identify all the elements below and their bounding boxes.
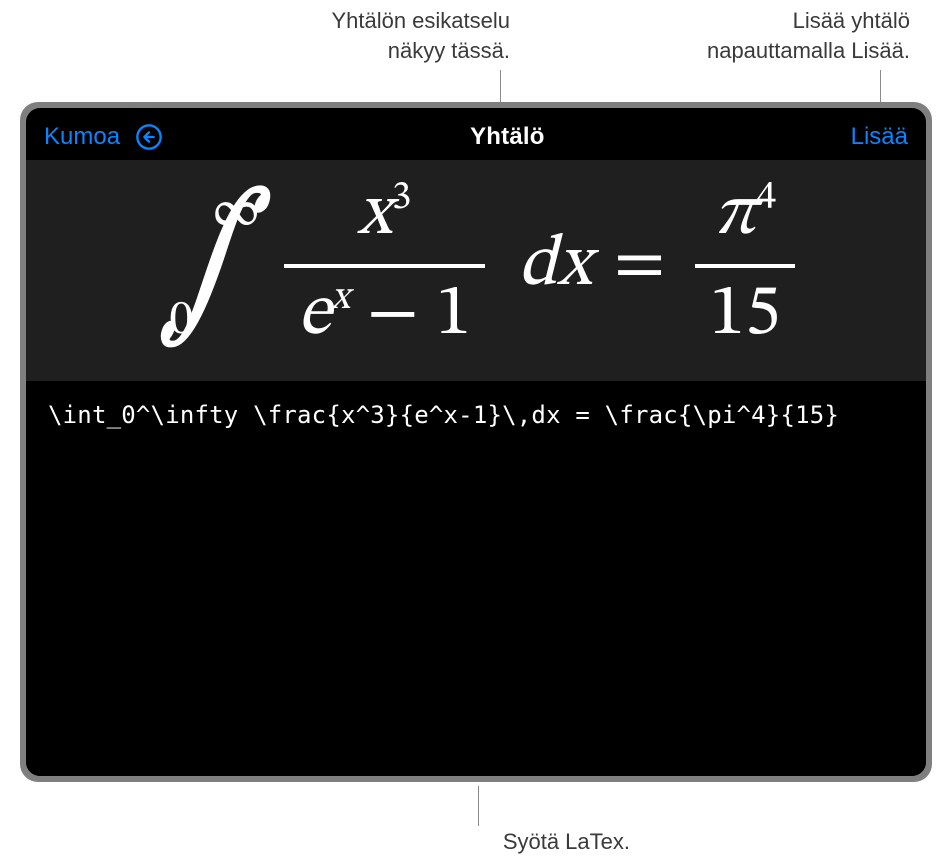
lhs-numerator: x3: [343, 178, 425, 254]
callout-input-label: Syötä LaTex.: [503, 829, 630, 854]
rhs-num-base: π: [714, 179, 757, 251]
integral-symbol-block: ∞ ∫ 0: [149, 202, 265, 330]
rhs-num-exp: 4: [757, 179, 777, 218]
equation-preview-area: ∞ ∫ 0 x3 ex − 1 dx =: [26, 160, 926, 381]
lhs-fraction-bar: [284, 264, 486, 268]
equation-editor-window-frame: Kumoa Yhtälö Lisää ∞ ∫ 0: [20, 102, 932, 782]
callout-leader-input: [478, 786, 479, 826]
insert-button[interactable]: Lisää: [851, 123, 908, 150]
lhs-den-tail: − 1: [350, 279, 471, 351]
header-right-group: Lisää: [851, 123, 908, 151]
header-left-group: Kumoa: [44, 122, 164, 152]
lhs-denominator: ex − 1: [284, 278, 486, 354]
editor-header: Kumoa Yhtälö Lisää: [26, 108, 926, 160]
latex-input-area[interactable]: \int_0^\infty \frac{x^3}{e^x-1}\,dx = \f…: [26, 381, 926, 776]
equation-rendered: ∞ ∫ 0 x3 ex − 1 dx =: [149, 178, 802, 353]
rhs-numerator: π4: [700, 178, 790, 254]
lhs-den-exp: x: [331, 279, 350, 318]
callout-input: Syötä LaTex.: [0, 827, 630, 857]
equals-sign: =: [614, 221, 666, 311]
rhs-fraction-bar: [695, 264, 794, 268]
lhs-fraction: x3 ex − 1: [284, 178, 486, 353]
lhs-den-base: e: [298, 279, 331, 351]
differential: dx: [518, 221, 591, 311]
integral-lower-limit: 0: [169, 291, 193, 351]
callout-insert-line2: napauttamalla Lisää.: [707, 38, 910, 63]
callout-preview-line1: Yhtälön esikatselu: [331, 8, 510, 33]
editor-title: Yhtälö: [178, 123, 837, 151]
lhs-num-base: x: [357, 179, 392, 251]
lhs-num-exp: 3: [392, 179, 412, 218]
callout-insert-line1: Lisää yhtälö: [793, 8, 910, 33]
latex-source-text[interactable]: \int_0^\infty \frac{x^3}{e^x-1}\,dx = \f…: [48, 401, 904, 429]
rhs-fraction: π4 15: [695, 178, 794, 353]
undo-history-icon[interactable]: [134, 122, 164, 152]
callout-preview: Yhtälön esikatselu näkyy tässä.: [0, 6, 510, 65]
undo-button[interactable]: Kumoa: [44, 123, 120, 151]
callout-insert: Lisää yhtälö napauttamalla Lisää.: [540, 6, 910, 65]
callout-preview-line2: näkyy tässä.: [388, 38, 510, 63]
rhs-denominator: 15: [695, 278, 794, 354]
equation-editor-window: Kumoa Yhtälö Lisää ∞ ∫ 0: [26, 108, 926, 776]
